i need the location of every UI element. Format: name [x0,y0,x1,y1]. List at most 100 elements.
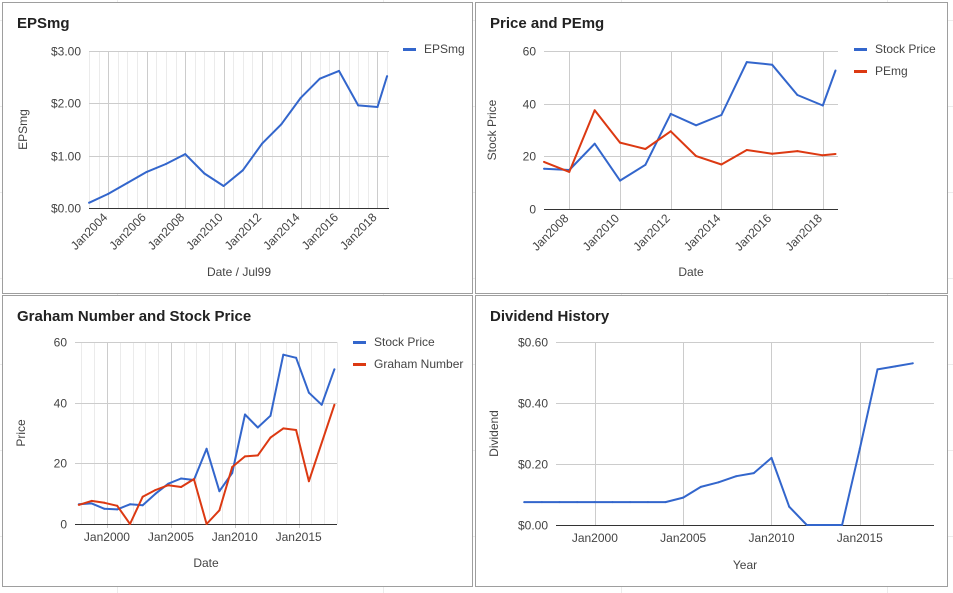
data-point [821,154,824,157]
x-tick-label: Jan2018 [782,211,825,254]
y-axis-title: Stock Price [485,99,499,160]
data-point [593,142,596,145]
x-axis-title: Year [733,558,757,572]
data-point [338,69,340,72]
data-point [894,365,897,368]
data-point [646,501,649,504]
data-point [154,492,157,495]
x-tick-label: Jan2018 [337,210,380,253]
data-point [307,480,310,483]
data-point [107,192,110,195]
data-point [745,61,748,64]
data-point [796,150,799,153]
data-point [90,502,93,505]
data-point [282,353,285,356]
x-axis-title: Date [193,556,219,570]
data-point [593,501,596,504]
data-point [543,167,545,170]
data-point [619,141,621,144]
x-tick-label: Jan2010 [748,531,794,545]
data-point [386,75,389,78]
x-tick-label: Jan2005 [660,531,706,545]
graham-number-points [77,403,336,525]
data-point [644,163,647,166]
data-point [126,181,129,184]
x-tick-label: Jan2000 [572,531,618,545]
data-point [720,163,723,166]
data-point [320,403,323,406]
data-point [164,163,167,165]
data-point [669,112,672,115]
gridlines [75,342,338,528]
data-point [141,504,144,507]
data-point [805,524,808,526]
data-point [664,501,667,504]
data-point [88,201,90,204]
y-tick-label: 40 [54,397,68,411]
legend-label: Stock Price [875,42,936,56]
data-point [295,356,298,359]
dividend-history-chart: $0.00 $0.20 $0.40 $0.60 Jan2000 Jan2005 Jan201… [487,336,934,572]
x-tick-label: Jan2010 [183,210,226,253]
data-point [295,429,298,431]
legend-label: EPSmg [424,42,465,56]
data-point [611,501,614,504]
data-point [644,148,647,150]
data-point [695,155,698,158]
x-tick-label: Jan2006 [106,210,149,253]
data-point [834,69,837,72]
data-point [717,481,720,484]
data-point [180,477,183,480]
data-point [834,153,837,155]
data-point [129,503,131,506]
y-axis-title: Price [14,419,28,447]
data-point [203,172,206,175]
dividend-history-chart-panel: $0.00 $0.20 $0.40 $0.60 Jan2000 Jan2005 Jan201… [475,295,948,587]
data-point [699,485,702,488]
data-point [523,501,526,504]
data-point [735,475,738,478]
data-point [231,466,234,468]
data-point [629,501,632,504]
y-tick-label: $3.00 [51,45,81,59]
data-point [376,106,379,108]
data-point [821,104,824,107]
y-tick-label: 60 [523,45,537,59]
data-point [333,403,336,406]
data-point [205,447,208,450]
data-point [103,501,106,504]
y-tick-label: 0 [60,518,67,532]
x-tick-label: Jan2015 [276,530,322,544]
data-point [269,414,272,417]
y-tick-label: $0.60 [518,336,548,350]
epsmg-chart: $0.00 $1.00 $2.00 $3.00 Jan2004Jan2006Jan200… [16,42,465,279]
data-point [796,94,799,96]
x-tick-label: Jan2008 [529,211,572,254]
series-points [523,362,914,526]
data-point [823,524,826,526]
y-tick-label: $0.40 [518,397,548,411]
data-point [568,170,571,173]
data-point [129,523,131,525]
data-point [619,179,621,182]
data-point [261,142,264,145]
y-axis-title: EPSmg [16,109,30,150]
y-tick-label: $0.00 [51,202,81,216]
data-point [333,368,336,371]
legend-swatch [353,363,366,366]
data-point [180,486,183,488]
data-point [141,495,144,498]
x-tick-label: Jan2012 [222,210,265,253]
y-tick-label: 40 [523,98,537,112]
data-point [77,503,80,506]
data-point [770,456,773,459]
data-point [357,104,360,107]
data-point [282,427,285,430]
y-tick-label: $0.00 [518,519,548,533]
data-point [103,507,106,510]
pemg-line [543,109,836,173]
data-point [192,478,195,481]
data-point [90,499,93,502]
data-point [788,505,791,508]
